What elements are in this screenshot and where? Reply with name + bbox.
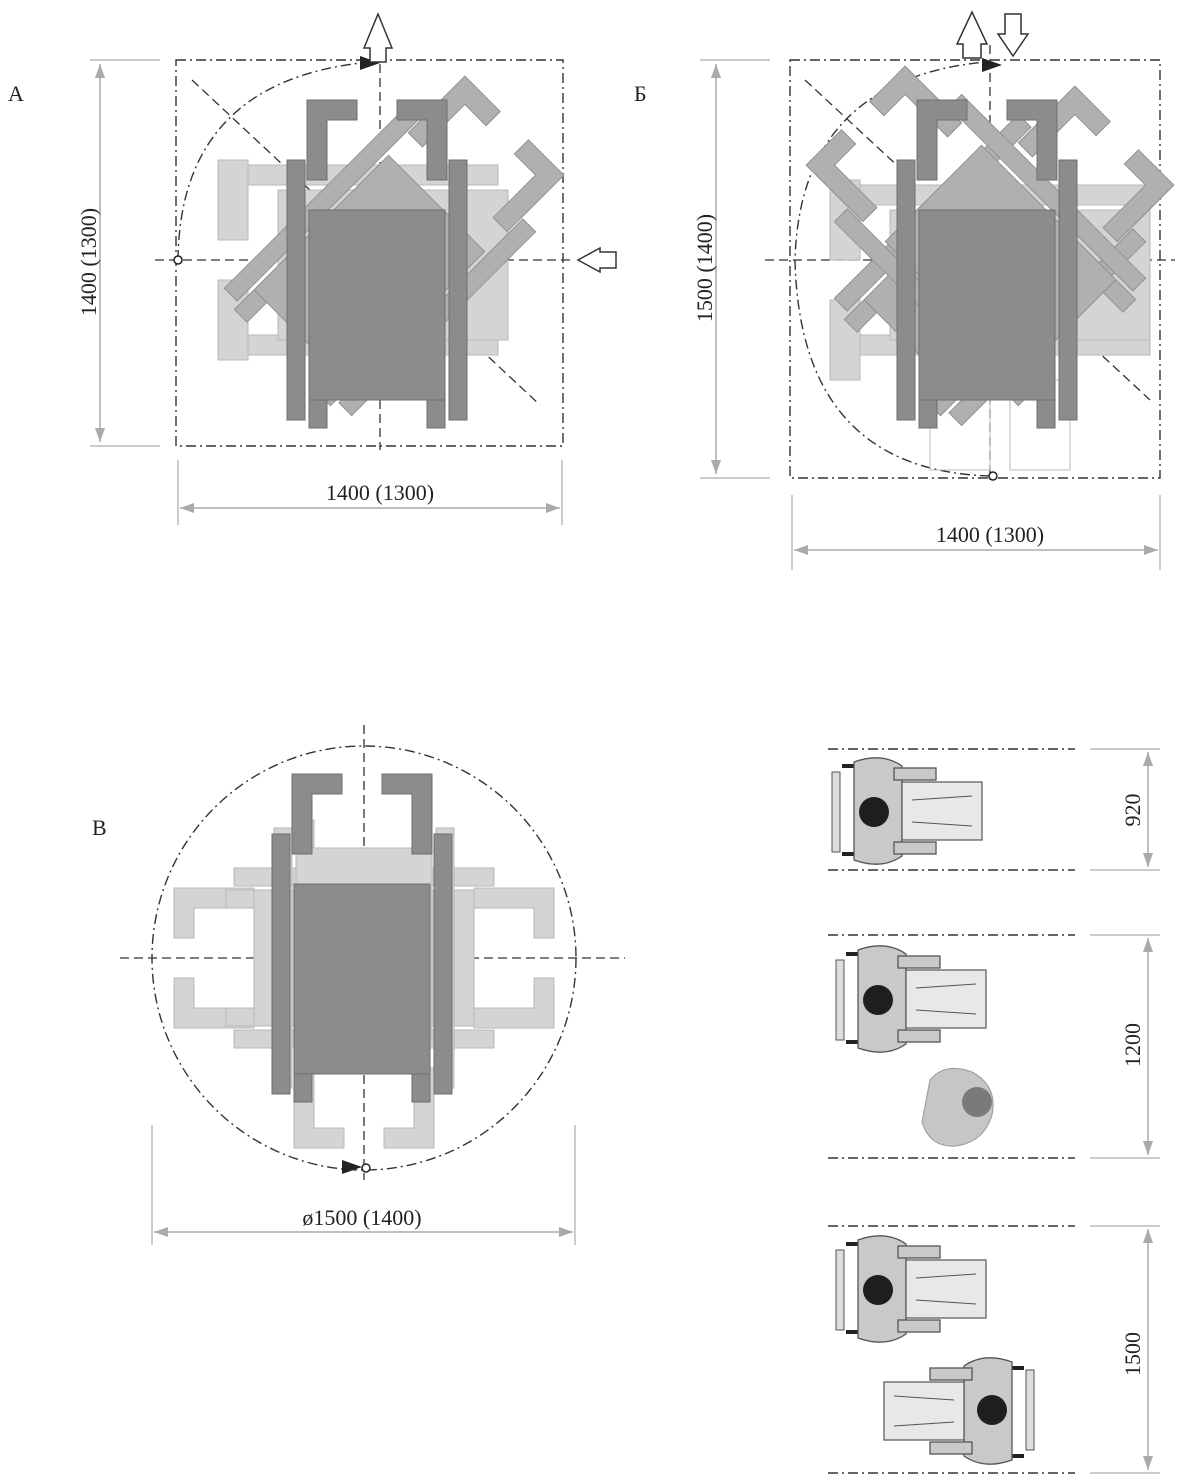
panel-c: В ø1500 (1400) [92,725,625,1245]
panel-b-boundary [789,59,1161,479]
panel-a-width-label: 1400 (1300) [326,480,434,505]
arrow-down-icon [996,13,1030,58]
panel-b-height-label: 1500 (1400) [692,214,717,322]
panel-a: А 1400 (1300) [8,12,617,525]
panel-a-height-label: 1400 (1300) [76,208,101,316]
standing-person-icon [921,1067,994,1147]
arrow-up-icon [362,12,394,63]
panel-b-letter: Б [634,81,647,106]
passage-920-label: 920 [1120,794,1145,827]
panel-a-letter: А [8,81,24,106]
panel-b-width-label: 1400 (1300) [936,522,1044,547]
passage-1500-label: 1500 [1120,1332,1145,1376]
panel-c-letter: В [92,815,107,840]
passage-1200: 1200 [828,934,1160,1159]
panel-c-diameter-label: ø1500 (1400) [302,1205,421,1230]
passage-1500: 1500 [828,1225,1160,1474]
panel-a-boundary [175,59,564,447]
passage-1200-label: 1200 [1120,1023,1145,1067]
passage-920: 920 [828,748,1160,871]
panel-b: Б [634,10,1189,570]
arrow-up-icon [955,10,989,59]
arrow-left-icon [576,246,617,274]
